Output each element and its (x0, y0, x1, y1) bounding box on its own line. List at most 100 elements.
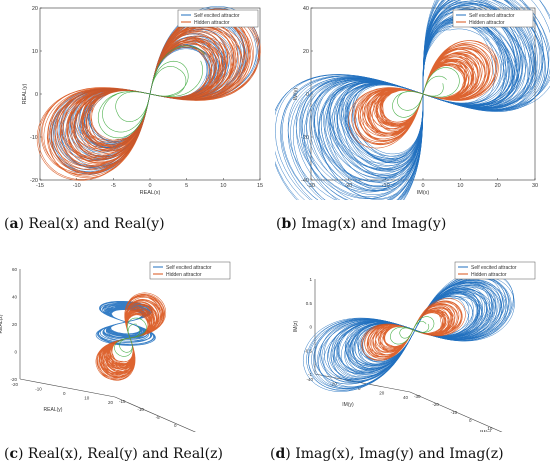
z-tick-label-1: 0 (14, 350, 17, 355)
x-tick-label-6: 15 (257, 183, 263, 189)
series-hidden-inner (97, 45, 206, 139)
y-tick-label-2: 0 (35, 92, 38, 98)
x-axis-label: IM(x) (480, 430, 492, 432)
series-self-excited (275, 0, 550, 200)
chart-c: -15-10-5051015-20-1001020-200204060REAL(… (0, 261, 231, 432)
chart-d: -30-20-100102030-40-2002040-1-0.500.51IM… (293, 261, 536, 432)
series-hidden-inner (114, 317, 147, 357)
caption-a-text: Real(x) and Real(y) (28, 216, 165, 232)
caption-b-text: Imag(x) and Imag(y) (301, 216, 447, 232)
x-tick-label-2: -5 (156, 415, 160, 420)
legend-box (177, 9, 259, 28)
series-hidden-inner (390, 316, 435, 345)
y-tick-label-0: -20 (30, 178, 38, 184)
y-axis-label: REAL(y) (22, 83, 28, 104)
series-self-excited (95, 300, 156, 346)
caption-d-text: Imag(x), Imag(y) and Imag(z) (295, 446, 504, 462)
x-tick-label-1: -10 (73, 183, 81, 189)
x-tick-label-4: 5 (192, 431, 195, 432)
z-tick-label-3: 0.5 (306, 301, 313, 306)
legend-box (149, 261, 231, 280)
z-axis-label: IM(z) (293, 320, 299, 332)
y-tick-label-0: -20 (11, 382, 18, 387)
x-tick-label-6: 30 (532, 183, 538, 189)
x-tick-label-5: 20 (495, 183, 501, 189)
x-tick-label-2: -10 (451, 410, 458, 415)
caption-c-text: Real(x), Real(y) and Real(z) (27, 446, 223, 462)
legend-self-excited-label: Self excited attractor (166, 265, 212, 271)
legend-self-excited-label: Self excited attractor (194, 13, 240, 19)
x-tick-label-4: 10 (457, 183, 463, 189)
z-tick-label-3: 40 (12, 295, 18, 300)
caption-b-letter: b (281, 216, 292, 232)
y-tick-label-3: 20 (303, 49, 309, 55)
z-tick-label-0: -1 (308, 372, 312, 377)
x-tick-label-5: 10 (220, 183, 226, 189)
x-tick-label-1: -10 (137, 407, 144, 412)
caption-c: (c) Real(x), Real(y) and Real(z) (4, 446, 223, 462)
y-tick-label-0: -40 (306, 377, 313, 382)
x-tick-label-4: 10 (487, 426, 493, 431)
x-axis-label: IM(x) (417, 190, 430, 196)
y-axis-label: IM(y) (342, 402, 354, 408)
z-tick-label-2: 20 (12, 322, 18, 327)
y-axis-line (19, 378, 116, 398)
series-self-excited (302, 270, 515, 392)
legend-self-excited-label: Self excited attractor (471, 265, 517, 271)
legend-hidden-label: Hidden attractor (471, 272, 507, 278)
y-tick-label-4: 20 (108, 400, 114, 405)
y-tick-label-2: 0 (63, 391, 66, 396)
y-tick-label-1: -10 (35, 387, 42, 392)
x-tick-label-2: -5 (111, 183, 116, 189)
x-tick-label-3: 0 (469, 418, 472, 423)
z-tick-label-2: 0 (309, 325, 312, 330)
legend-hidden-label: Hidden attractor (469, 20, 505, 26)
x-tick-label-3: 0 (421, 183, 424, 189)
x-tick-label-1: -20 (432, 402, 439, 407)
x-axis-line (114, 396, 196, 432)
x-tick-label-0: -15 (36, 183, 44, 189)
x-tick-label-3: 0 (148, 183, 151, 189)
legend-self-excited-label: Self excited attractor (469, 13, 515, 19)
z-axis-label: REAL(z) (0, 314, 4, 333)
y-tick-label-4: 40 (403, 395, 409, 400)
y-axis-line (314, 373, 411, 393)
z-tick-label-4: 1 (309, 277, 312, 282)
caption-d: (d) Imag(x), Imag(y) and Imag(z) (270, 446, 504, 462)
y-tick-label-4: 20 (32, 6, 38, 12)
chart-a: -15 -10 -5 0 5 10 15 -20 -10 0 10 20 REAL(x) REAL(y) S… (22, 6, 263, 196)
z-tick-label-0: -20 (10, 377, 17, 382)
axes-3d: -15-10-5051015-20-1001020-200204060REAL(… (0, 267, 196, 432)
caption-a: (a) Real(x) and Real(y) (4, 216, 165, 232)
series-hidden-inner (392, 67, 460, 118)
series-hidden (361, 298, 466, 361)
caption-a-letter: a (9, 216, 19, 232)
y-tick-label-0: -40 (301, 178, 309, 184)
legend-hidden-label: Hidden attractor (166, 272, 202, 278)
y-axis-label: REAL(y) (44, 407, 63, 413)
x-tick-label-0: -30 (414, 394, 421, 399)
y-tick-label-1: -10 (30, 135, 38, 141)
y-tick-label-1: -20 (301, 135, 309, 141)
caption-c-letter: c (9, 446, 18, 462)
legend-box (452, 9, 534, 28)
x-axis-line (409, 391, 503, 432)
y-tick-label-3: 10 (32, 49, 38, 55)
x-tick-label-0: -15 (119, 399, 126, 404)
y-tick-label-2: 0 (306, 92, 309, 98)
x-tick-label-0: -30 (307, 183, 315, 189)
y-tick-label-3: 10 (84, 396, 90, 401)
x-axis-label: REAL(x) (140, 190, 161, 196)
series-hidden (348, 40, 499, 149)
z-tick-label-4: 60 (12, 267, 18, 272)
series-hidden (36, 8, 261, 181)
legend-hidden-label: Hidden attractor (194, 20, 230, 26)
y-tick-label-3: 20 (379, 391, 385, 396)
y-tick-label-4: 40 (303, 6, 309, 12)
x-tick-label-4: 5 (185, 183, 188, 189)
legend-box (454, 261, 536, 280)
